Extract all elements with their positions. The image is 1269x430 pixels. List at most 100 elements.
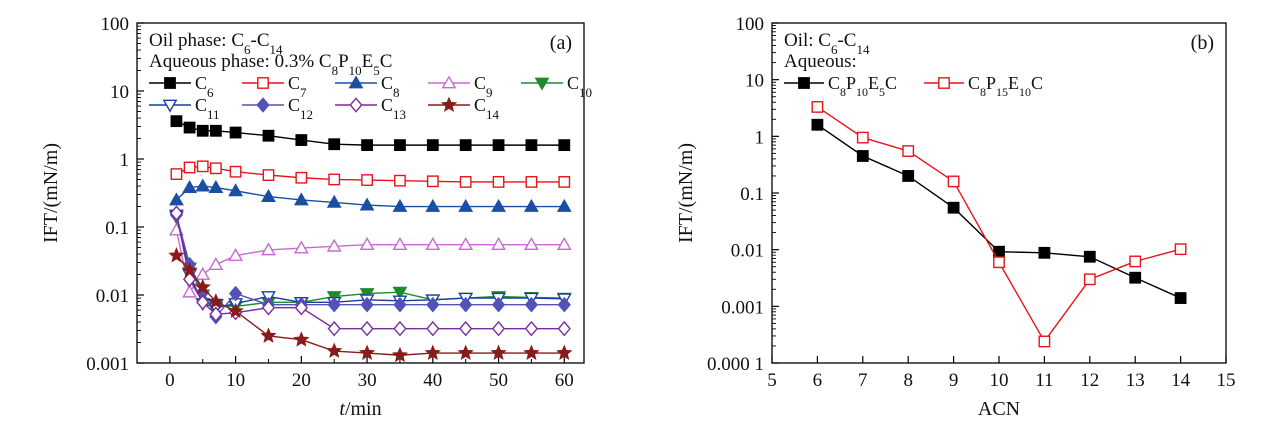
data-point: [457, 344, 474, 360]
subscript-text: 6: [207, 85, 214, 100]
panel-label: (b): [1191, 32, 1214, 54]
data-point: [183, 161, 196, 174]
data-point: [492, 139, 505, 152]
legend-marker: [349, 97, 363, 113]
legend-item: C8P10E5C: [784, 73, 897, 99]
subscript-text: 10: [579, 85, 592, 100]
data-point: [523, 344, 540, 360]
data-point: [361, 174, 373, 186]
data-point: [491, 296, 506, 313]
text-run: P: [986, 73, 996, 93]
data-point: [393, 296, 407, 313]
data-point: [459, 176, 472, 188]
data-point: [811, 101, 824, 113]
legend-label: C8P10E5C: [828, 73, 897, 99]
data-point: [558, 139, 571, 152]
data-point: [524, 320, 539, 337]
data-point: [458, 198, 474, 212]
text-run: E: [1008, 73, 1019, 93]
data-point: [209, 162, 222, 175]
data-point: [556, 344, 573, 360]
data-point: [426, 320, 440, 337]
data-point: [182, 179, 197, 193]
legend-label: C9: [474, 73, 493, 100]
data-point: [392, 198, 408, 212]
data-point: [557, 296, 571, 313]
legend-label-text: C: [381, 95, 393, 115]
data-point: [228, 183, 244, 197]
legend-label-text: C: [474, 73, 486, 93]
legend-item: C9: [428, 73, 493, 100]
y-tick-label: 0.000 1: [707, 354, 764, 375]
legend-item: C14: [428, 95, 500, 122]
series-2: [169, 178, 572, 212]
subscript-text: 12: [300, 107, 313, 122]
subscript-text: 9: [486, 85, 493, 100]
data-point: [491, 237, 506, 251]
data-point: [195, 178, 211, 192]
subscript-text: 8: [393, 85, 400, 100]
annotation-text: Aqueous phase: 0.3% C8P10E5C: [149, 51, 392, 78]
legend-item: C11: [149, 95, 220, 122]
legend-label: C14: [474, 95, 500, 122]
legend-label: C7: [288, 73, 307, 100]
data-point: [458, 237, 474, 251]
panel-a-ift-vs-time: 0 10 20 30 40 50 60 0.001 0.01 0.1 1 10 100 IFT/(mN/m…: [40, 14, 592, 420]
data-point: [262, 129, 275, 142]
y-tick-label: 100: [101, 14, 130, 35]
y-tick-label: 0.1: [740, 184, 764, 205]
legend-label: C6: [195, 73, 214, 100]
subscript-text: 11: [207, 107, 220, 122]
y-tick-label: 0.01: [96, 286, 129, 307]
plot-frame: [136, 22, 585, 364]
data-point: [556, 198, 572, 212]
data-point: [196, 160, 209, 173]
data-point: [1129, 271, 1142, 284]
x-tick-label: 0: [165, 370, 175, 391]
data-point: [327, 296, 341, 313]
data-point: [328, 138, 341, 151]
y-axis-label: IFT/(mN/m): [40, 143, 62, 243]
data-point: [196, 124, 209, 137]
series-line: [817, 124, 1181, 299]
x-tick-label: 8: [903, 370, 913, 391]
x-axis-label: t/min: [339, 398, 381, 420]
x-tick-label: 14: [1171, 370, 1191, 391]
data-point: [196, 294, 210, 311]
data-point: [392, 237, 408, 251]
legend-item: C8: [335, 73, 400, 100]
data-point: [195, 266, 211, 280]
subscript-text: 10: [349, 63, 362, 78]
legend-marker: [440, 96, 458, 112]
data-point: [229, 126, 242, 139]
x-axis-label: ACN: [978, 398, 1020, 420]
subscript-text: 13: [393, 107, 406, 122]
data-point: [170, 168, 183, 180]
data-point: [228, 285, 243, 302]
x-axis-label-text: /min: [345, 398, 382, 420]
data-point: [168, 247, 185, 263]
data-point: [229, 165, 242, 178]
series-line: [817, 106, 1181, 343]
text-run: C: [1031, 73, 1043, 93]
data-point: [394, 174, 406, 187]
y-tick-label: 1: [755, 127, 765, 148]
y-tick-label: 1: [120, 150, 130, 171]
legend-label: C11: [195, 95, 220, 122]
data-point: [359, 237, 375, 251]
x-tick-label: 10: [226, 370, 245, 391]
data-point: [181, 261, 198, 278]
text-run: Aqueous phase: 0.3% C: [149, 51, 332, 72]
legend-item: C12: [242, 95, 313, 122]
y-tick-label: 0.01: [731, 241, 764, 262]
legend-label-text: C: [381, 73, 393, 93]
y-tick-label: 100: [736, 14, 765, 35]
legend-label-text: C: [288, 73, 300, 93]
text-run: P: [846, 73, 856, 93]
subscript-text: 6: [244, 42, 251, 57]
legend-item: C8P15E10C: [924, 73, 1043, 99]
data-point: [394, 139, 406, 152]
data-point: [326, 194, 342, 208]
data-point: [209, 306, 223, 323]
text-run: C: [968, 73, 980, 93]
